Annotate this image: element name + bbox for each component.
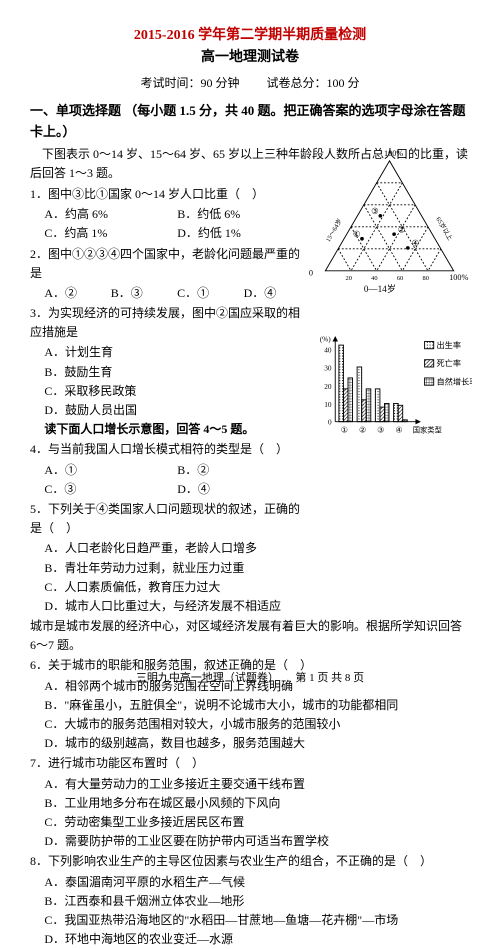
svg-text:40: 40 <box>324 346 332 354</box>
svg-text:④: ④ <box>412 239 419 248</box>
q8-b: B．江西泰和县千烟洲立体农业—地形 <box>44 892 470 911</box>
q6-c: C．大城市的服务范围相对较大，小城市服务的范围较小 <box>44 715 470 734</box>
q6-b: B．"麻雀虽小，五脏俱全"，说明不论城市大小，城市的功能都相同 <box>44 696 470 715</box>
svg-text:15～64岁: 15～64岁 <box>323 217 344 244</box>
svg-text:①: ① <box>353 230 360 239</box>
q5-b: B．青壮年劳动力过剩，就业压力过重 <box>44 559 310 578</box>
q8-c: C．我国亚热带沿海地区的"水稻田—甘蔗地—鱼塘—花卉棚"—市场 <box>44 911 470 930</box>
page-footer: 三明九中高一地理（试题卷） 第 1 页 共 8 页 <box>0 670 500 688</box>
q7-d: D．需要防护带的工业区要在防护带内可适当布置学校 <box>44 832 470 851</box>
time-label: 考试时间： <box>140 76 200 90</box>
q3-options: A．计划生育 B．鼓励生育 C．采取移民政策 D．鼓励人员出国 <box>30 343 310 420</box>
q2-b: B．③ <box>111 284 177 303</box>
q7-b: B．工业用地多分布在城区最小风频的下风向 <box>44 794 470 813</box>
q4-b: B．② <box>177 461 310 480</box>
q2-options: A．② B．③ C．① D．④ <box>30 284 310 303</box>
ternary-diagram: ① ② ③ ④ 100% 100% 0 0—14岁 20 40 60 80 15… <box>307 145 472 305</box>
section-heading: 一、单项选择题 （每小题 1.5 分，共 40 题。把正确答案的选项字母涂在答题… <box>30 101 470 143</box>
q1-stem: 1．图中③比①国家 0～14 岁人口比重（ ） <box>30 185 310 204</box>
svg-text:①: ① <box>341 426 348 435</box>
bar-chart: (%) 40 30 20 10 0 ① ② ③ ④ 国家类型 出生率 死亡率 自… <box>317 330 472 445</box>
q7-c: C．劳动密集型工业多接近居民区布置 <box>44 813 470 832</box>
q1-c: C．约高 1% <box>44 224 177 243</box>
q8-options: A．泰国湄南河平原的水稻生产—气候 B．江西泰和县千烟洲立体农业—地形 C．我国… <box>30 873 470 949</box>
svg-text:100%: 100% <box>384 149 403 158</box>
q1-d: D．约低 1% <box>177 224 310 243</box>
q5-stem: 5．下列关于④类国家人口问题现状的叙述，正确的是（ ） <box>30 500 310 538</box>
svg-text:20: 20 <box>324 383 332 391</box>
svg-text:0: 0 <box>328 418 332 426</box>
svg-text:80: 80 <box>423 275 429 282</box>
readline-1: 读下面人口增长示意图，回答 4～5 题。 <box>30 420 310 439</box>
q3-b: B．鼓励生育 <box>44 363 310 382</box>
score-label: 试卷总分： <box>267 76 327 90</box>
svg-text:100%: 100% <box>449 273 468 282</box>
q2-a: A．② <box>44 284 110 303</box>
svg-text:②: ② <box>398 225 405 234</box>
svg-text:20: 20 <box>346 275 352 282</box>
exam-title: 2015-2016 学年第二学期半期质量检测 <box>30 25 470 47</box>
q1-options: A．约高 6% B．约低 6% C．约高 1% D．约低 1% <box>30 205 310 243</box>
svg-text:②: ② <box>359 426 366 435</box>
svg-text:④: ④ <box>395 426 402 435</box>
exam-subtitle: 高一地理测试卷 <box>30 47 470 69</box>
svg-text:0—14岁: 0—14岁 <box>364 283 396 294</box>
q2-c: C．① <box>177 284 243 303</box>
svg-text:65岁以上: 65岁以上 <box>434 215 455 242</box>
q5-a: A．人口老龄化日趋严重，老龄人口增多 <box>44 539 310 558</box>
q7-stem: 7．进行城市功能区布置时（ ） <box>30 754 470 773</box>
q4-stem: 4．与当前我国人口增长模式相符的类型是（ ） <box>30 440 310 459</box>
svg-text:40: 40 <box>371 275 377 282</box>
q3-d: D．鼓励人员出国 <box>44 401 310 420</box>
q5-options: A．人口老龄化日趋严重，老龄人口增多 B．青壮年劳动力过剩，就业压力过重 C．人… <box>30 539 310 616</box>
svg-text:死亡率: 死亡率 <box>436 358 461 368</box>
readline-2: 城市是城市发展的经济中心，对区域经济发展有着巨大的影响。根据所学知识回答 6～7… <box>30 617 470 655</box>
svg-text:③: ③ <box>377 426 384 435</box>
q7-options: A．有大量劳动力的工业多接近主要交通干线布置 B．工业用地多分布在城区最小风频的… <box>30 775 470 852</box>
time-value: 90 分钟 <box>200 76 239 90</box>
svg-text:(%): (%) <box>320 335 331 343</box>
svg-text:10: 10 <box>324 401 332 409</box>
q3-a: A．计划生育 <box>44 343 310 362</box>
q5-d: D．城市人口比重过大，与经济发展不相适应 <box>44 597 310 616</box>
svg-text:30: 30 <box>324 365 332 373</box>
q8-a: A．泰国湄南河平原的水稻生产—气候 <box>44 873 470 892</box>
exam-meta: 考试时间：90 分钟 试卷总分：100 分 <box>30 74 470 93</box>
svg-text:自然增长率: 自然增长率 <box>436 376 472 386</box>
q1-a: A．约高 6% <box>44 205 177 224</box>
q2-d: D．④ <box>244 284 310 303</box>
q7-a: A．有大量劳动力的工业多接近主要交通干线布置 <box>44 775 470 794</box>
q8-stem: 8．下列影响农业生产的主导区位因素与农业生产的组合，不正确的是（ ） <box>30 852 470 871</box>
q4-c: C．③ <box>44 480 177 499</box>
q5-c: C．人口素质偏低，教育压力过大 <box>44 578 310 597</box>
svg-text:国家类型: 国家类型 <box>413 426 442 435</box>
q3-stem: 3．为实现经济的可持续发展，图中②国应采取的相应措施是 <box>30 304 310 342</box>
svg-text:出生率: 出生率 <box>436 340 461 350</box>
q4-a: A．① <box>44 461 177 480</box>
svg-text:0: 0 <box>309 268 313 277</box>
q6-d: D．城市的级别越高，数目也越多，服务范围越大 <box>44 734 470 753</box>
q4-d: D．④ <box>177 480 310 499</box>
q6-options: A．相邻两个城市的服务范围在空间上界线明确 B．"麻雀虽小，五脏俱全"，说明不论… <box>30 677 470 754</box>
q4-options: A．① B．② C．③ D．④ <box>30 461 310 499</box>
q2-stem: 2．图中①②③④四个国家中，老龄化问题最严重的是 <box>30 245 310 283</box>
svg-text:60: 60 <box>397 275 403 282</box>
q3-c: C．采取移民政策 <box>44 382 310 401</box>
score-value: 100 分 <box>327 76 360 90</box>
q8-d: D．环地中海地区的农业变迁—水源 <box>44 930 470 949</box>
svg-text:③: ③ <box>371 207 378 216</box>
q1-b: B．约低 6% <box>177 205 310 224</box>
